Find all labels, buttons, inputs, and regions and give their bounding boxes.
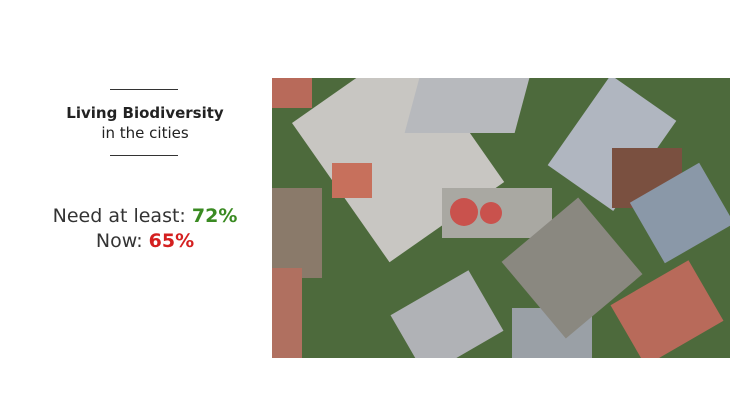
slide-subtitle: in the cities bbox=[101, 124, 189, 142]
now-label: Now: bbox=[95, 230, 149, 252]
divider-bottom bbox=[110, 155, 178, 156]
slide-title: Living Biodiversity bbox=[0, 104, 290, 122]
need-value: 72% bbox=[191, 205, 238, 227]
title-bold: Living Biodiversity bbox=[66, 104, 224, 122]
need-stat: Need at least: 72% bbox=[0, 205, 290, 227]
now-stat: Now: 65% bbox=[0, 230, 290, 252]
aerial-city-image bbox=[272, 78, 730, 358]
need-label: Need at least: bbox=[52, 205, 192, 227]
divider-top bbox=[110, 89, 178, 90]
now-value: 65% bbox=[148, 230, 195, 252]
